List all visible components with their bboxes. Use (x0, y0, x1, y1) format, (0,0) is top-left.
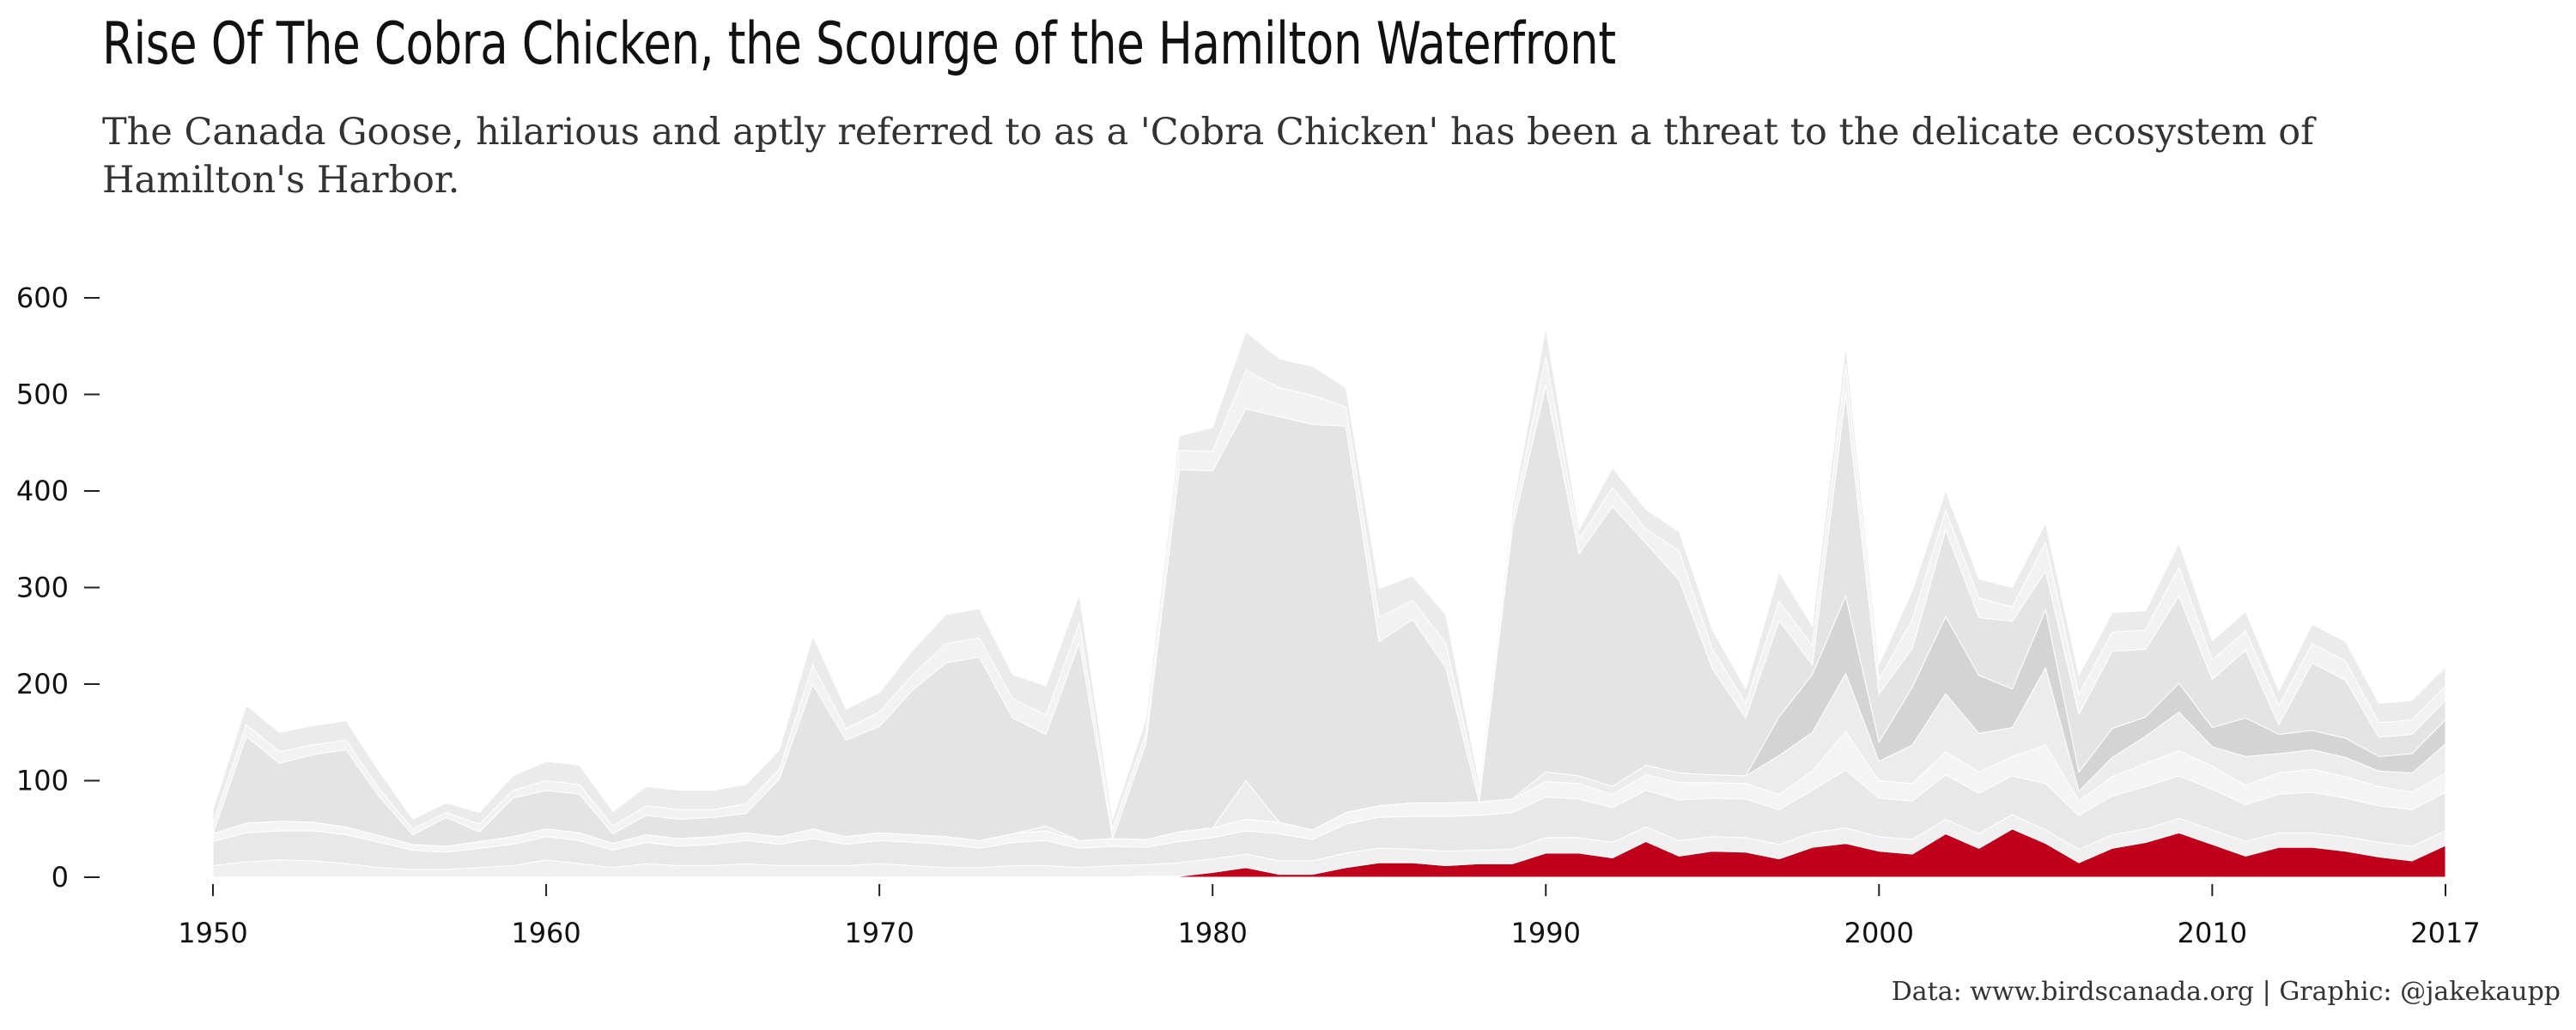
y-tick-label: 400 (16, 475, 69, 507)
x-tick-label: 1970 (844, 917, 914, 949)
x-axis: 1950 1960 1970 1980 1990 2000 2010 2017 (178, 884, 2481, 949)
chart-title: Rise Of The Cobra Chicken, the Scourge o… (102, 10, 1616, 78)
y-tick-label: 600 (16, 282, 69, 314)
y-tick-label: 300 (16, 572, 69, 604)
x-tick-label: 1990 (1511, 917, 1581, 949)
x-tick-label: 2017 (2410, 917, 2480, 949)
y-axis: 0 100 200 300 400 500 600 (16, 282, 100, 894)
x-tick-label: 2010 (2178, 917, 2247, 949)
area-layers (212, 327, 2446, 878)
x-tick-label: 1960 (511, 917, 580, 949)
chart-subtitle: The Canada Goose, hilarious and aptly re… (102, 111, 2315, 202)
source-caption: Data: www.birdscanada.org | Graphic: @ja… (1891, 977, 2561, 1007)
x-tick-label: 1950 (178, 917, 247, 949)
y-tick-label: 100 (16, 765, 69, 797)
x-tick-label: 2000 (1844, 917, 1914, 949)
x-tick-label: 1980 (1177, 917, 1247, 949)
area-series-8 (212, 327, 2446, 830)
y-tick-label: 200 (16, 668, 69, 700)
y-tick-label: 500 (16, 379, 69, 411)
y-tick-label: 0 (52, 861, 69, 894)
